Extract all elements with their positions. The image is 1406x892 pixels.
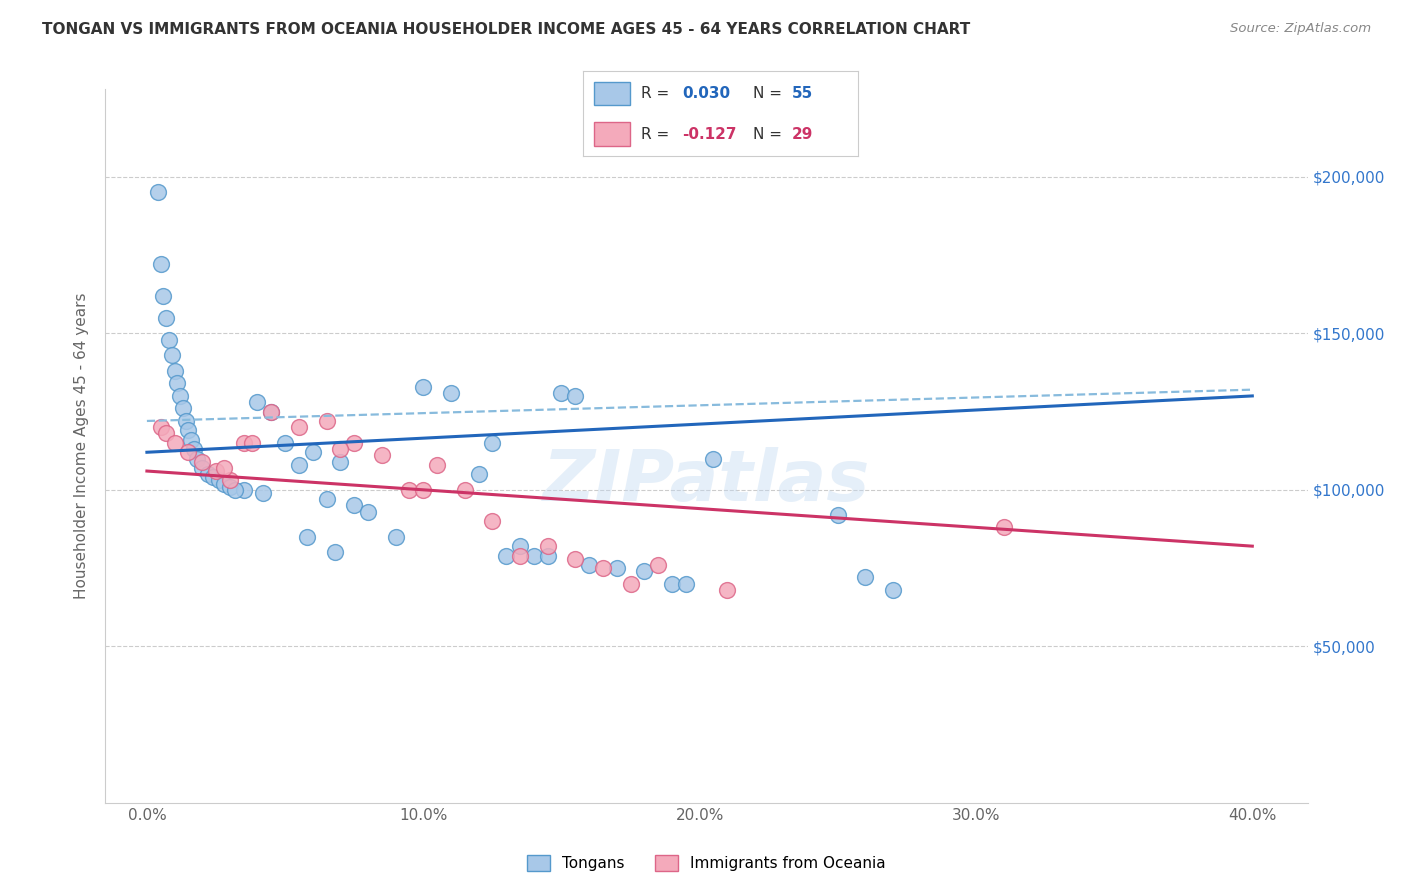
Point	[208, 474, 231, 488]
Point	[509, 539, 531, 553]
Point	[149, 420, 172, 434]
Point	[343, 435, 366, 450]
Text: 29: 29	[792, 127, 813, 142]
Point	[564, 551, 586, 566]
Point	[186, 451, 208, 466]
Point	[315, 492, 337, 507]
Point	[197, 467, 219, 482]
Point	[412, 379, 434, 393]
Text: N =: N =	[754, 86, 787, 101]
Text: R =: R =	[641, 127, 675, 142]
Point	[295, 530, 318, 544]
Point	[592, 561, 614, 575]
Point	[218, 480, 240, 494]
Point	[343, 499, 366, 513]
Point	[288, 420, 311, 434]
Point	[454, 483, 477, 497]
Point	[180, 433, 202, 447]
Point	[232, 435, 254, 450]
Point	[619, 576, 641, 591]
Point	[163, 364, 186, 378]
Point	[536, 549, 558, 563]
Point	[166, 376, 188, 391]
Point	[702, 451, 724, 466]
Point	[274, 435, 297, 450]
Point	[564, 389, 586, 403]
Point	[191, 461, 214, 475]
Point	[398, 483, 420, 497]
Point	[323, 545, 346, 559]
Text: R =: R =	[641, 86, 675, 101]
Point	[177, 423, 200, 437]
Point	[246, 395, 269, 409]
Point	[252, 486, 274, 500]
Point	[523, 549, 546, 563]
Point	[882, 582, 904, 597]
Point	[288, 458, 311, 472]
Text: -0.127: -0.127	[682, 127, 737, 142]
Point	[152, 289, 174, 303]
Point	[183, 442, 205, 457]
Point	[827, 508, 849, 522]
Point	[260, 404, 283, 418]
Point	[149, 257, 172, 271]
Point	[578, 558, 600, 572]
Point	[172, 401, 194, 416]
Point	[224, 483, 246, 497]
Point	[357, 505, 380, 519]
Point	[232, 483, 254, 497]
Point	[191, 455, 214, 469]
Point	[412, 483, 434, 497]
Point	[315, 414, 337, 428]
Point	[214, 476, 236, 491]
Point	[426, 458, 449, 472]
Point	[174, 414, 197, 428]
Point	[160, 348, 183, 362]
Point	[177, 445, 200, 459]
Y-axis label: Householder Income Ages 45 - 64 years: Householder Income Ages 45 - 64 years	[75, 293, 90, 599]
Point	[647, 558, 669, 572]
Bar	[595, 122, 630, 146]
Point	[481, 435, 503, 450]
Point	[205, 464, 228, 478]
Point	[202, 470, 225, 484]
Point	[440, 385, 463, 400]
Point	[301, 445, 323, 459]
Point	[169, 389, 191, 403]
Point	[155, 426, 177, 441]
Point	[163, 435, 186, 450]
Point	[606, 561, 628, 575]
Point	[467, 467, 489, 482]
Point	[329, 442, 352, 457]
Text: TONGAN VS IMMIGRANTS FROM OCEANIA HOUSEHOLDER INCOME AGES 45 - 64 YEARS CORRELAT: TONGAN VS IMMIGRANTS FROM OCEANIA HOUSEH…	[42, 22, 970, 37]
Point	[536, 539, 558, 553]
Point	[155, 310, 177, 325]
Bar	[595, 81, 630, 105]
Legend: Tongans, Immigrants from Oceania: Tongans, Immigrants from Oceania	[522, 849, 891, 877]
Text: ZIPatlas: ZIPatlas	[543, 447, 870, 516]
Point	[371, 449, 394, 463]
Point	[481, 514, 503, 528]
Point	[855, 570, 877, 584]
Point	[214, 461, 236, 475]
Text: 0.030: 0.030	[682, 86, 730, 101]
Text: 55: 55	[792, 86, 813, 101]
Text: Source: ZipAtlas.com: Source: ZipAtlas.com	[1230, 22, 1371, 36]
Point	[218, 474, 240, 488]
Point	[716, 582, 738, 597]
Point	[495, 549, 517, 563]
Point	[329, 455, 352, 469]
Point	[146, 186, 169, 200]
Point	[993, 520, 1015, 534]
Point	[661, 576, 683, 591]
Point	[384, 530, 406, 544]
Point	[675, 576, 697, 591]
Point	[157, 333, 180, 347]
Point	[260, 404, 283, 418]
Point	[509, 549, 531, 563]
Point	[240, 435, 263, 450]
Point	[633, 564, 655, 578]
Point	[550, 385, 572, 400]
Text: N =: N =	[754, 127, 787, 142]
